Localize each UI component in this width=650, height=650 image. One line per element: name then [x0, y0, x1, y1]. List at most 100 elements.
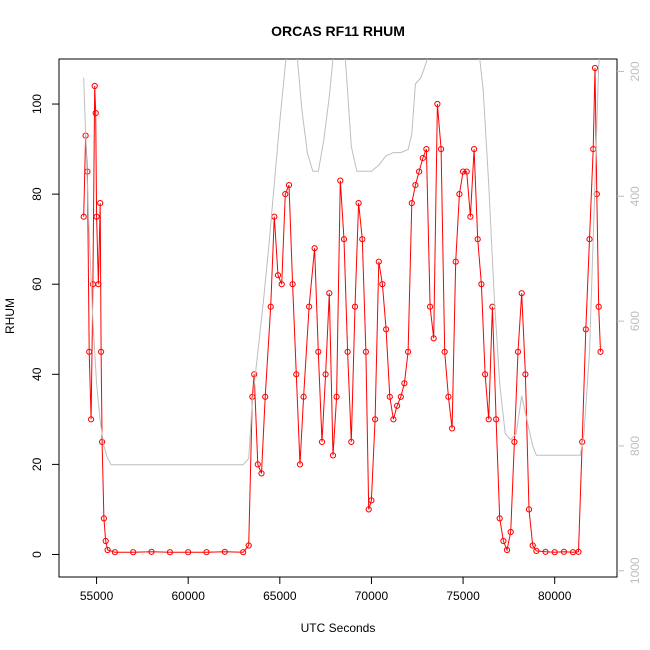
rhum-data-point [322, 371, 329, 378]
y2-tick-label: 600 [628, 311, 642, 331]
x-axis-label: UTC Seconds [301, 621, 376, 635]
rhum-data-point [560, 548, 568, 555]
rhum-data-point [285, 182, 293, 189]
x-axis: 55000 60000 65000 70000 75000 80000 [80, 576, 572, 603]
rhum-data-point [333, 393, 340, 400]
rhum-data-point [383, 326, 390, 333]
y2-tick-label: 200 [628, 61, 642, 81]
rhum-data-point [511, 438, 518, 445]
rhum-data-point [318, 438, 326, 445]
x-tick-label: 75000 [446, 589, 480, 603]
x-tick-label: 80000 [538, 589, 572, 603]
rhum-data-point [104, 546, 111, 554]
rhum-data-point [379, 281, 386, 288]
y-tick-label: 0 [30, 551, 44, 558]
rhum-data-point [478, 281, 485, 288]
rhum-data-point [449, 425, 456, 432]
rhum-data-point [474, 236, 481, 243]
rhum-data-point [467, 213, 474, 220]
rhum-data-point [130, 549, 137, 556]
rhum-data-point [542, 548, 549, 555]
rhum-data-point [289, 281, 296, 288]
rhum-data-point [401, 380, 408, 387]
y-tick-label: 60 [30, 277, 44, 291]
rhum-data-point [245, 542, 252, 549]
rhum-data-point [419, 155, 426, 162]
rhum-data-point [344, 348, 351, 355]
rhum-data-point [337, 177, 344, 184]
rhum-data-point [463, 168, 470, 175]
rhum-data-point [88, 416, 95, 423]
rhum-data-point [390, 416, 397, 423]
rhum-data-point [405, 348, 412, 355]
rhum-data-point [98, 348, 105, 355]
y-axis-label: RHUM [3, 298, 17, 334]
y-tick-label: 20 [30, 457, 44, 471]
rhum-data-point [460, 168, 467, 175]
rhum-series-line [83, 67, 601, 553]
rhum-data-point [375, 258, 382, 265]
rhum-data-point [351, 303, 359, 310]
rhum-data-point [348, 438, 355, 445]
rhum-data-point [595, 303, 602, 310]
rhum-data-point [92, 110, 99, 117]
rhum-data-point [95, 281, 102, 288]
chart-title: ORCAS RF11 RHUM [271, 23, 405, 39]
rhum-data-point [416, 168, 423, 175]
rhum-data-point [329, 452, 337, 459]
rhum-data-point [185, 549, 192, 556]
rhum-data-point [456, 191, 463, 198]
rhum-data-point [507, 528, 514, 536]
y2-tick-label: 400 [628, 186, 642, 206]
rhum-data-point [365, 506, 372, 513]
pressure-series-line [83, 59, 600, 466]
rhum-data-point [582, 326, 589, 333]
rhum-data-point [97, 200, 104, 207]
x-tick-label: 60000 [172, 589, 206, 603]
rhum-data-point [100, 515, 108, 522]
rhum-data-point [518, 290, 525, 297]
rhum-data-point [311, 245, 318, 252]
rhum-data-point [533, 547, 540, 555]
rhum-data-point [300, 393, 307, 400]
rhum-data-point [514, 348, 522, 355]
rhum-data-point [306, 303, 313, 310]
rhum-data-point [203, 549, 210, 556]
rhum-data-point [315, 348, 322, 355]
rhum-data-point [372, 416, 379, 423]
rhum-data-point [359, 236, 366, 243]
rhum-data-point [522, 371, 529, 378]
x-tick-label: 70000 [355, 589, 389, 603]
rhum-data-point [240, 549, 247, 556]
rhum-data-point [434, 100, 441, 108]
x-tick-label: 55000 [80, 589, 114, 603]
rhum-data-point [597, 348, 604, 355]
rhum-data-point [412, 182, 419, 189]
rhum-data-point [525, 506, 533, 513]
rhum-data-point [386, 393, 393, 400]
rhum-data-point [102, 537, 109, 545]
rhum-data-point [430, 335, 437, 342]
rhum-data-point [485, 416, 492, 423]
y2-tick-label: 1000 [628, 557, 642, 584]
rhum-data-point [262, 393, 269, 400]
rhum-data-point [293, 371, 300, 378]
y-tick-label: 40 [30, 367, 44, 381]
rhum-data-point [529, 542, 536, 549]
rhum-data-point [93, 213, 100, 220]
rhum-data-point [282, 191, 289, 198]
x-tick-label: 65000 [263, 589, 297, 603]
rhum-data-point [221, 548, 228, 555]
rhum-data-point [394, 402, 401, 409]
rhum-data-point [482, 371, 489, 378]
rhum-data-point [591, 64, 599, 72]
rhum-data-point [326, 290, 333, 297]
series-layer [80, 59, 604, 556]
rhum-data-point [258, 470, 265, 477]
rhum-data-point [355, 200, 362, 207]
rhum-data-point [274, 272, 282, 279]
y2-axis: 200 400 600 800 1000 [617, 61, 642, 584]
rhum-data-point [296, 461, 304, 468]
rhum-data-point [80, 213, 87, 220]
